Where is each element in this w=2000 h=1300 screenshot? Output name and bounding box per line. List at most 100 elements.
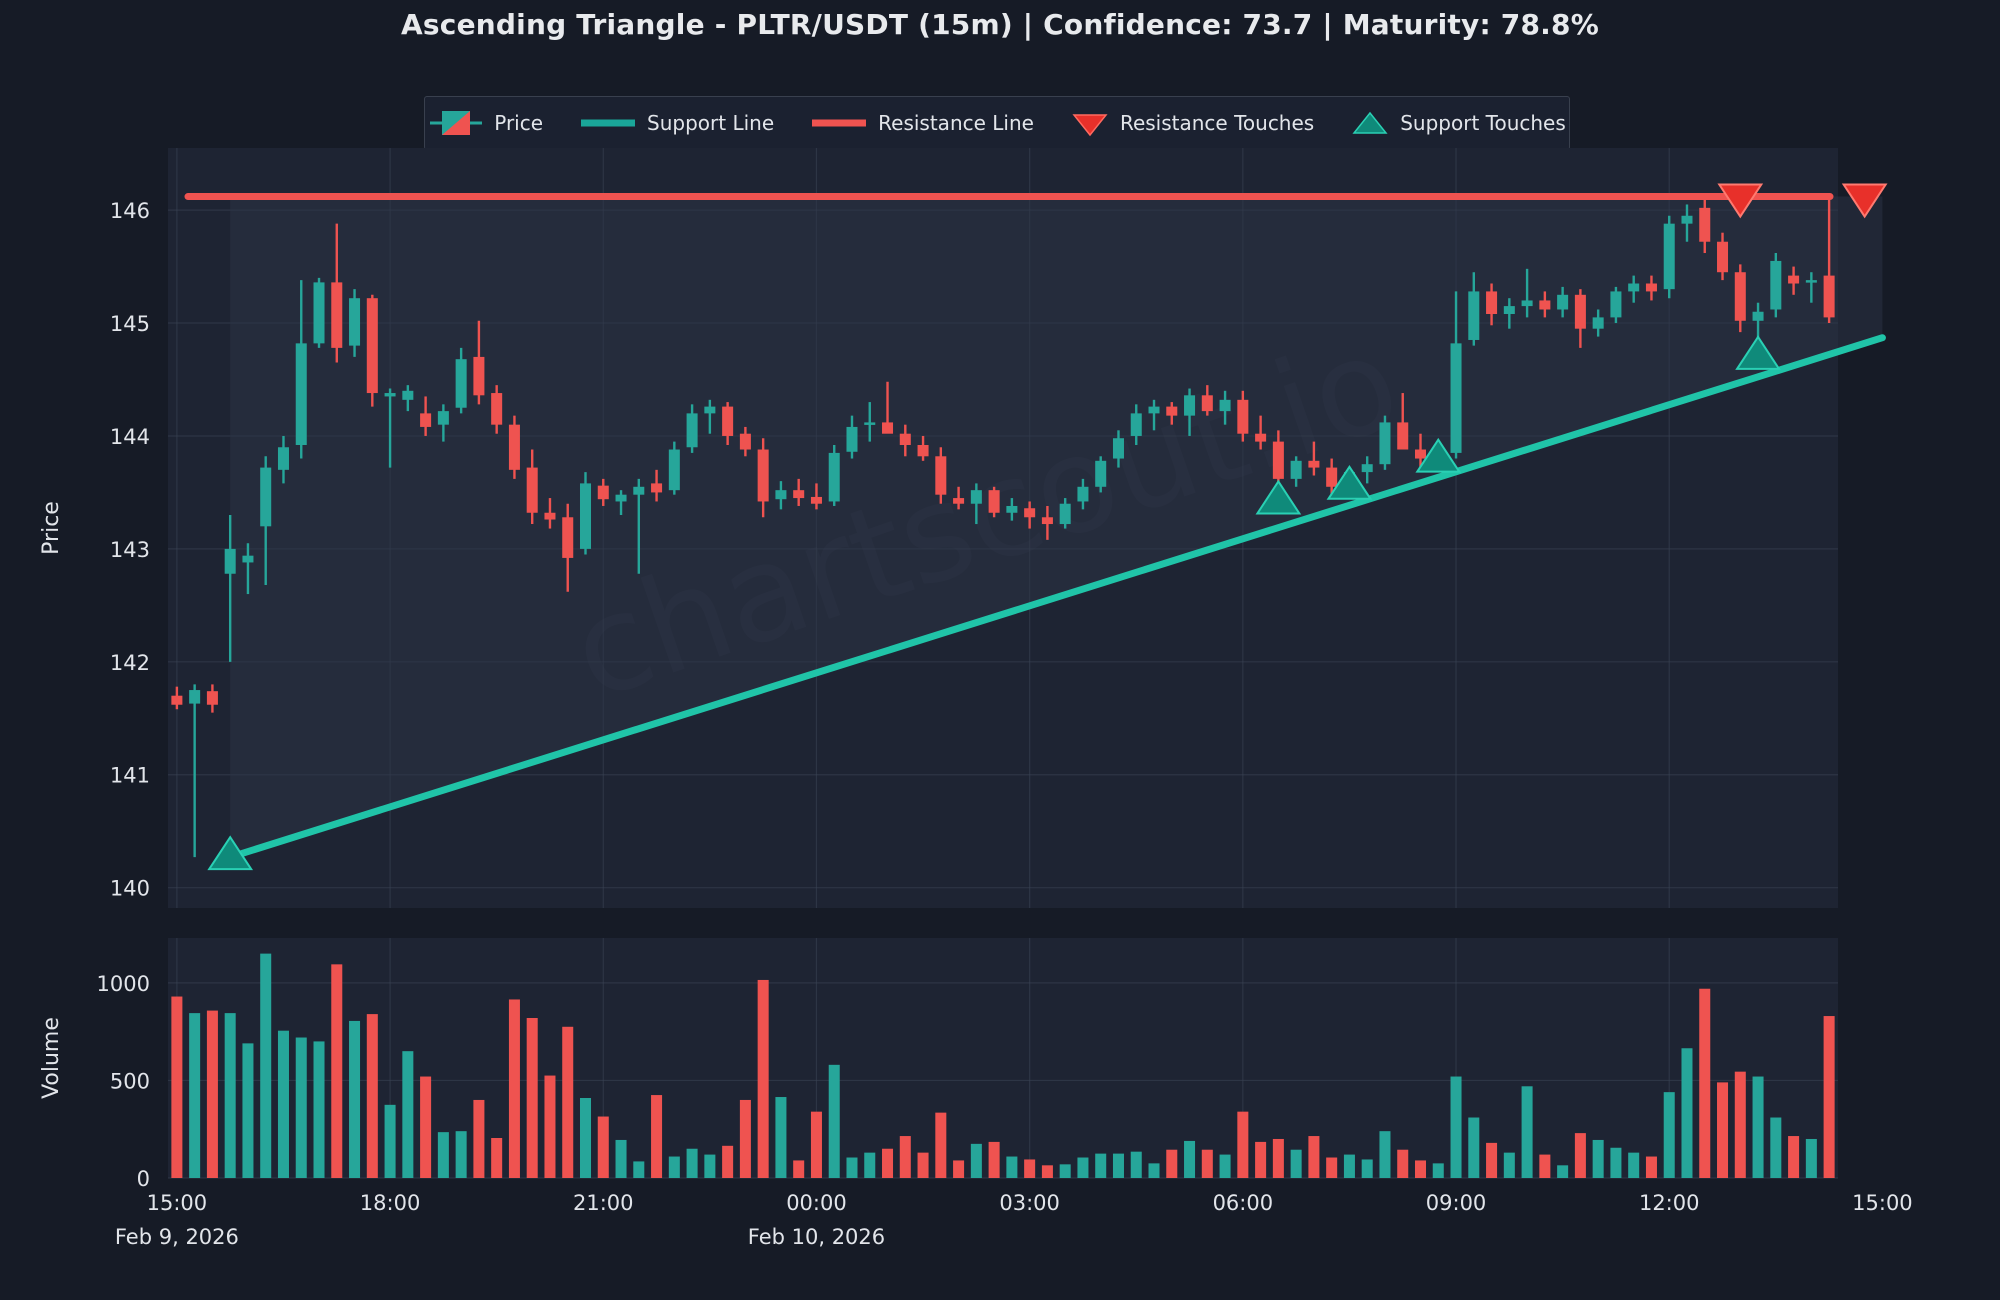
candle-body <box>544 512 556 520</box>
volume-bar <box>1717 1082 1729 1178</box>
candle-body <box>1539 300 1551 310</box>
candle-body <box>1486 291 1498 315</box>
support-line-icon <box>581 119 636 127</box>
volume-bar <box>1681 1048 1693 1178</box>
candle-body <box>1041 517 1053 525</box>
support-touch-marker <box>1735 335 1781 370</box>
volume-bar <box>1432 1163 1444 1178</box>
volume-bar <box>882 1148 894 1178</box>
candle-body <box>1788 275 1800 284</box>
legend-item-support-touches[interactable]: Support Touches <box>1332 108 1584 138</box>
price-tick-label: 140 <box>110 877 150 901</box>
triangle-down-icon <box>1841 183 1888 219</box>
volume-bar <box>1166 1149 1178 1178</box>
candle-body <box>882 422 894 434</box>
time-tick-label: 12:00 <box>1639 1191 1700 1215</box>
candle-body <box>953 498 965 504</box>
candle-body <box>1361 464 1373 473</box>
volume-bar <box>1326 1157 1338 1178</box>
date-label: Feb 9, 2026 <box>115 1225 239 1249</box>
volume-bar <box>1006 1156 1018 1178</box>
price-tick-label: 142 <box>110 651 150 675</box>
legend-label-support-line: Support Line <box>647 111 775 135</box>
volume-bar <box>1645 1156 1657 1178</box>
candle-body <box>349 298 361 346</box>
volume-bar <box>739 1099 751 1178</box>
volume-bar <box>846 1157 858 1178</box>
candle-body <box>1574 294 1586 329</box>
triangle-up-icon <box>1255 479 1302 515</box>
volume-bar <box>1450 1076 1462 1178</box>
candle-body <box>1734 272 1746 321</box>
candle-body <box>1024 508 1036 518</box>
candle-body <box>508 424 520 470</box>
candle-body <box>1752 311 1764 321</box>
volume-bar <box>864 1152 876 1178</box>
volume-bar <box>775 1097 787 1178</box>
legend-label-support-touches: Support Touches <box>1400 111 1566 135</box>
candle-body <box>686 413 698 448</box>
candle-body <box>1077 486 1089 502</box>
candle-body <box>1290 460 1302 479</box>
candle-body <box>1237 399 1249 434</box>
volume-tick-label: 0 <box>137 1167 150 1191</box>
volume-bar <box>1699 988 1711 1178</box>
support-touch-marker <box>1255 479 1302 515</box>
volume-bar <box>1610 1147 1622 1178</box>
volume-bar <box>437 1132 449 1178</box>
candle-body <box>828 452 840 502</box>
candle-body <box>313 282 325 344</box>
volume-tick-label: 1000 <box>97 972 150 996</box>
volume-bar <box>295 1037 307 1178</box>
volume-bar <box>1397 1149 1409 1178</box>
time-tick-label: 15:00 <box>147 1191 208 1215</box>
support-touch-marker <box>1415 437 1462 473</box>
price-tick-label: 145 <box>110 312 150 336</box>
triangle-down-icon <box>1717 183 1764 219</box>
legend-item-resistance-line[interactable]: Resistance Line <box>792 108 1052 138</box>
volume-bar <box>1486 1142 1498 1178</box>
legend-item-support-line[interactable]: Support Line <box>561 108 792 138</box>
volume-bar <box>420 1076 432 1178</box>
candle-body <box>331 282 343 348</box>
volume-bar <box>189 1013 201 1178</box>
volume-bar <box>1112 1153 1124 1178</box>
candle-body <box>1112 438 1124 459</box>
volume-bar <box>1095 1153 1107 1178</box>
volume-bar <box>171 996 183 1178</box>
candle-body <box>899 433 911 445</box>
candle-body <box>668 449 680 491</box>
candle-body <box>793 490 805 499</box>
candle-body <box>1645 283 1657 292</box>
volume-bar <box>633 1161 645 1178</box>
candle-body <box>970 490 982 504</box>
triangle-up-icon <box>1415 437 1462 473</box>
volume-bar <box>349 1020 361 1178</box>
volume-bar <box>1823 1016 1835 1178</box>
volume-bar <box>1219 1154 1231 1178</box>
candle-body <box>455 359 467 408</box>
time-tick-label: 09:00 <box>1426 1191 1487 1215</box>
volume-tick-label: 500 <box>110 1069 150 1093</box>
candle-body <box>1219 399 1231 412</box>
volume-bar <box>1379 1131 1391 1178</box>
candlestick-swatch-icon <box>430 111 483 135</box>
candle-body <box>402 390 414 400</box>
volume-bar <box>828 1064 840 1178</box>
candle-body <box>295 343 307 445</box>
volume-bar <box>935 1112 947 1178</box>
volume-bar <box>455 1131 467 1178</box>
candle-body <box>473 356 485 396</box>
candle-body <box>366 298 378 394</box>
candle-body <box>437 411 449 425</box>
legend-item-price[interactable]: Price <box>410 108 561 138</box>
legend-item-resistance-touches[interactable]: Resistance Touches <box>1052 108 1332 138</box>
volume-bar <box>1130 1151 1142 1178</box>
candle-body <box>1823 275 1835 318</box>
candle-body <box>224 548 236 574</box>
volume-bar <box>668 1156 680 1178</box>
candle-body <box>1148 406 1160 414</box>
candle-body <box>651 483 663 493</box>
volume-bar <box>1237 1111 1249 1178</box>
